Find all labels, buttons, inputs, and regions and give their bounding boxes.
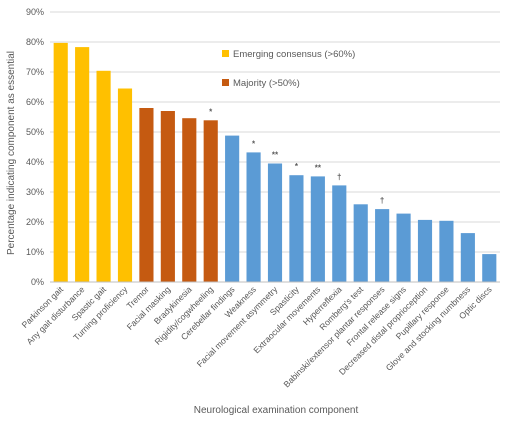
y-tick-label: 60% [26,97,44,107]
y-tick-label: 70% [26,67,44,77]
significance-marker: * [209,107,213,116]
bar [182,118,197,282]
bar [267,163,283,282]
significance-marker: ** [315,163,322,172]
significance-marker: * [252,139,256,148]
bar [225,135,240,282]
y-tick-label: 90% [26,7,44,17]
legend: Emerging consensus (>60%) Majority (>50%) [222,49,355,89]
bar [75,47,90,282]
bar [482,254,497,282]
y-tick-label: 10% [26,247,44,257]
bar [246,152,261,282]
bar [203,120,218,282]
y-tick-label: 80% [26,37,44,47]
bar [396,213,411,282]
bar [310,176,325,282]
significance-markers: ***** **†† [209,107,384,205]
bar [417,219,433,282]
legend-swatch [222,50,229,57]
bar [353,204,368,282]
significance-marker: † [380,196,384,205]
legend-label: Emerging consensus (>60%) [233,49,355,60]
bar [96,70,111,282]
y-tick-label: 0% [31,277,44,287]
y-tick-label: 50% [26,127,44,137]
legend-label: Majority (>50%) [233,78,300,89]
bar [53,42,68,283]
bars [53,42,497,283]
bar [439,220,454,282]
bar [375,209,390,282]
significance-marker: * [295,162,299,171]
significance-marker: ** [272,151,279,160]
bar [289,175,304,282]
bar [332,185,347,282]
x-axis-title: Neurological examination component [194,405,359,416]
y-axis-ticks: 0% 10% 20% 30% 40% 50% 60% 70% 80% 90% [26,7,44,287]
bar [139,108,154,282]
y-tick-label: 30% [26,187,44,197]
bar [117,88,133,282]
bar [160,111,175,282]
bar [460,233,475,282]
y-tick-label: 40% [26,157,44,167]
y-axis-title: Percentage indicating component as essen… [6,51,17,255]
significance-marker: † [337,172,341,181]
y-tick-label: 20% [26,217,44,227]
legend-swatch [222,79,229,86]
